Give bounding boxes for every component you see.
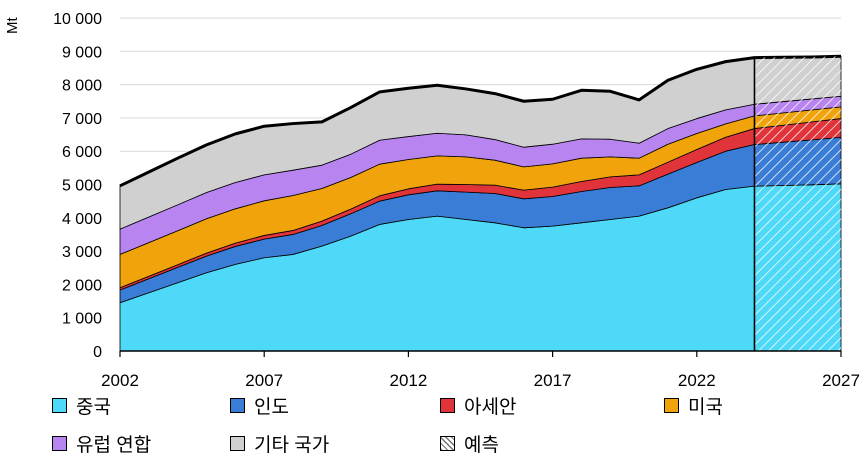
legend-swatch <box>230 436 245 451</box>
legend-item: 아세안 <box>440 392 516 419</box>
legend-swatch <box>230 398 245 413</box>
legend-label: 미국 <box>688 397 723 418</box>
legend-item: 예측 <box>440 430 499 457</box>
legend-item: 유럽 연합 <box>52 430 151 457</box>
x-tick-label: 2012 <box>389 371 427 390</box>
legend-item: 중국 <box>52 392 111 419</box>
y-tick-label: 2 000 <box>62 277 102 294</box>
legend-swatch <box>52 398 67 413</box>
y-tick-label: 7 000 <box>62 111 102 128</box>
x-tick-label: 2022 <box>678 371 716 390</box>
legend-item: 인도 <box>230 392 289 419</box>
x-tick-label: 2027 <box>822 371 860 390</box>
legend-label: 예측 <box>464 435 499 456</box>
legend-swatch <box>440 398 455 413</box>
legend-label: 인도 <box>254 397 289 418</box>
y-axis-label: Mt <box>4 17 21 34</box>
y-tick-label: 1 000 <box>62 311 102 328</box>
y-tick-label: 0 <box>93 344 102 361</box>
y-tick-label: 4 000 <box>62 211 102 228</box>
y-tick-label: 5 000 <box>62 178 102 195</box>
total-line <box>119 54 842 188</box>
y-tick-label: 10 000 <box>53 11 102 28</box>
y-tick-label: 6 000 <box>62 144 102 161</box>
legend-label: 아세안 <box>464 397 517 418</box>
legend-label: 기타 국가 <box>254 435 330 456</box>
legend-label: 유럽 연합 <box>76 435 152 456</box>
x-tick-label: 2017 <box>534 371 572 390</box>
legend-label: 중국 <box>76 397 111 418</box>
legend-swatch <box>440 436 455 451</box>
legend-item: 기타 국가 <box>230 430 329 457</box>
chart-plot: 0 1 000 2 000 3 000 4 000 5 000 6 000 7 000 8 00… <box>53 11 860 390</box>
forecast-hatch <box>754 56 841 352</box>
x-tick-label: 2007 <box>245 371 283 390</box>
y-tick-label: 3 000 <box>62 244 102 261</box>
x-tick-label: 2002 <box>101 371 139 390</box>
y-tick-label: 9 000 <box>62 44 102 61</box>
y-tick-label: 8 000 <box>62 78 102 95</box>
legend-swatch <box>664 398 679 413</box>
legend-swatch <box>52 436 67 451</box>
legend-item: 미국 <box>664 392 723 419</box>
